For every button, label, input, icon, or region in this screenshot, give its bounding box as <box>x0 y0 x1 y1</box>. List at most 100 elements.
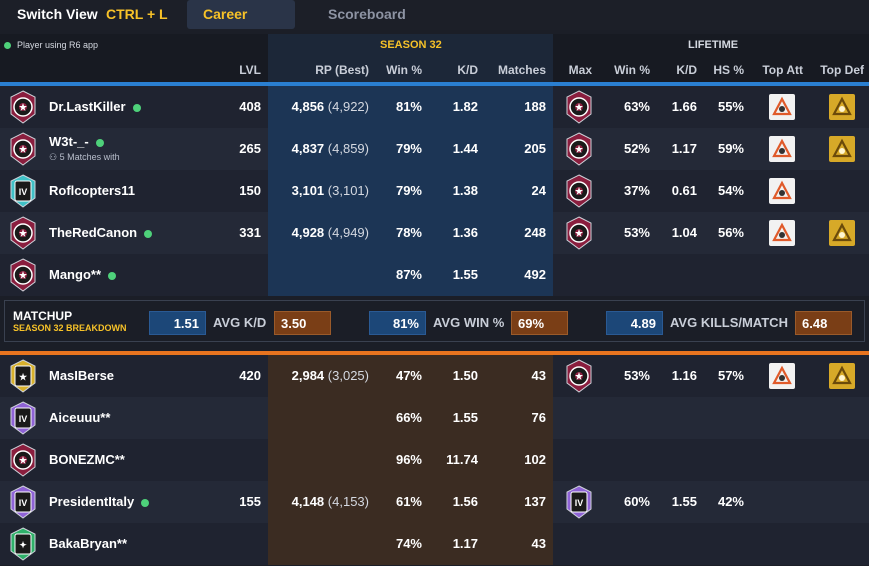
player-name-text: Roflcopters11 <box>49 183 135 198</box>
lifetime-win-value: 53% <box>623 225 650 240</box>
glaz-icon[interactable] <box>769 363 795 389</box>
lifetime-kd-value: 1.17 <box>671 141 697 156</box>
player-name[interactable]: PresidentItaly <box>49 494 150 509</box>
online-dot-icon <box>144 229 153 238</box>
rp-best: (4,859) <box>327 141 369 156</box>
matches-value: 43 <box>531 536 546 551</box>
player-name-text: W3t-_- <box>49 134 89 149</box>
lvl-value: 155 <box>239 494 261 509</box>
max-rank-icon <box>566 216 592 250</box>
kd-value: 11.74 <box>446 452 478 467</box>
zofia-icon[interactable] <box>769 178 795 204</box>
col-lifetime-win[interactable]: Win % <box>614 63 650 77</box>
player-name-text: PresidentItaly <box>49 494 135 509</box>
zofia-icon[interactable] <box>769 94 795 120</box>
rp-value: 2,984 (3,025) <box>278 368 369 383</box>
player-name[interactable]: BONEZMC** <box>49 452 125 467</box>
hs-value: 42% <box>717 494 744 509</box>
mozzie-icon[interactable] <box>829 94 855 120</box>
season-band <box>268 86 553 128</box>
season-label: SEASON 32 <box>380 39 442 51</box>
team1-row[interactable]: Dr.LastKiller 408 4,856 (4,922) 81% 1.82… <box>0 86 869 128</box>
kd-value: 1.56 <box>452 494 478 509</box>
r6-app-label: Player using R6 app <box>17 40 99 50</box>
lifetime-win-value: 63% <box>623 99 650 114</box>
lifetime-kd-value: 0.61 <box>671 183 697 198</box>
win-value: 61% <box>395 494 422 509</box>
col-win[interactable]: Win % <box>386 63 422 77</box>
win-value: 47% <box>395 368 422 383</box>
avg-kills-team2: 6.48 <box>795 311 852 335</box>
win-value: 81% <box>395 99 422 114</box>
player-name[interactable]: BakaBryan** <box>49 536 127 551</box>
rp-best: (4,922) <box>327 99 369 114</box>
max-rank-icon <box>566 90 592 124</box>
col-top-att[interactable]: Top Att <box>762 63 803 77</box>
mute-icon[interactable] <box>829 136 855 162</box>
season-band <box>268 439 553 481</box>
player-name[interactable]: TheRedCanon <box>49 225 153 240</box>
max-rank-icon <box>566 359 592 393</box>
lifetime-kd-value: 1.04 <box>671 225 697 240</box>
team2-divider <box>0 351 869 355</box>
team2-row[interactable]: ✦ BakaBryan** 74% 1.17 43 <box>0 523 869 565</box>
matches-value: 205 <box>524 141 546 156</box>
tab-career-stats[interactable]: Career Stats <box>187 0 295 51</box>
rp-value: 4,837 (4,859) <box>278 141 369 156</box>
avg-kd-team2: 3.50 <box>274 311 331 335</box>
ying-icon[interactable] <box>769 220 795 246</box>
season-band <box>268 355 553 397</box>
matches-value: 188 <box>524 99 546 114</box>
win-value: 96% <box>395 452 422 467</box>
team2-row[interactable]: IV PresidentItaly 155 4,148 (4,153) 61% … <box>0 481 869 523</box>
avg-kd-team1: 1.51 <box>149 311 206 335</box>
team2-row[interactable]: BONEZMC** 96% 11.74 102 <box>0 439 869 481</box>
col-lifetime-kd[interactable]: K/D <box>676 63 697 77</box>
avg-kills-label: AVG KILLS/MATCH <box>670 315 788 330</box>
player-name[interactable]: Aiceuuu** <box>49 410 110 425</box>
team1-row[interactable]: IV Roflcopters11 150 3,101 (3,101) 79% 1… <box>0 170 869 212</box>
season-band <box>268 212 553 254</box>
col-kd[interactable]: K/D <box>457 63 478 77</box>
matches-value: 137 <box>524 494 546 509</box>
player-name[interactable]: W3t-_- <box>49 134 104 149</box>
rp-current: 4,856 <box>291 99 325 114</box>
rp-value: 4,148 (4,153) <box>278 494 369 509</box>
col-rp[interactable]: RP (Best) <box>315 63 369 77</box>
team2-row[interactable]: ★ MasIBerse 420 2,984 (3,025) 47% 1.50 4… <box>0 355 869 397</box>
col-max[interactable]: Max <box>568 63 592 77</box>
player-name[interactable]: Dr.LastKiller <box>49 99 141 114</box>
iana-icon[interactable] <box>769 136 795 162</box>
player-name[interactable]: Mango** <box>49 267 116 282</box>
avg-kills-team1: 4.89 <box>606 311 663 335</box>
rank-icon <box>10 258 36 292</box>
lvl-value: 408 <box>239 99 261 114</box>
team1-row[interactable]: W3t-_- ⚇ 5 Matches with 265 4,837 (4,859… <box>0 128 869 170</box>
team1-row[interactable]: TheRedCanon 331 4,928 (4,949) 78% 1.36 2… <box>0 212 869 254</box>
rank-icon: ✦ <box>10 527 36 561</box>
kd-value: 1.82 <box>452 99 478 114</box>
season-band <box>268 128 553 170</box>
mute-icon[interactable] <box>829 220 855 246</box>
col-hs[interactable]: HS % <box>713 63 744 77</box>
win-value: 87% <box>395 267 422 282</box>
player-name-text: MasIBerse <box>49 368 115 383</box>
player-name[interactable]: Roflcopters11 <box>49 183 135 198</box>
lifetime-kd-value: 1.55 <box>671 494 697 509</box>
player-name[interactable]: MasIBerse <box>49 368 114 383</box>
col-lvl[interactable]: LVL <box>239 63 261 77</box>
lifetime-label: LIFETIME <box>688 39 739 51</box>
bandit-icon[interactable] <box>829 363 855 389</box>
top-bar: Switch View CTRL + L Career Stats Scoreb… <box>0 0 869 51</box>
team1-row[interactable]: Mango** 87% 1.55 492 <box>0 254 869 296</box>
tab-scoreboard[interactable]: Scoreboard <box>328 6 406 22</box>
rp-current: 4,928 <box>291 225 325 240</box>
player-name-text: BONEZMC** <box>49 452 125 467</box>
win-value: 79% <box>395 141 422 156</box>
lifetime-win-value: 53% <box>623 368 650 383</box>
avg-kd-label: AVG K/D <box>213 315 267 330</box>
col-matches[interactable]: Matches <box>497 63 546 77</box>
col-top-def[interactable]: Top Def <box>820 63 864 77</box>
team2-row[interactable]: IV Aiceuuu** 66% 1.55 76 <box>0 397 869 439</box>
rank-icon: IV <box>10 485 36 519</box>
